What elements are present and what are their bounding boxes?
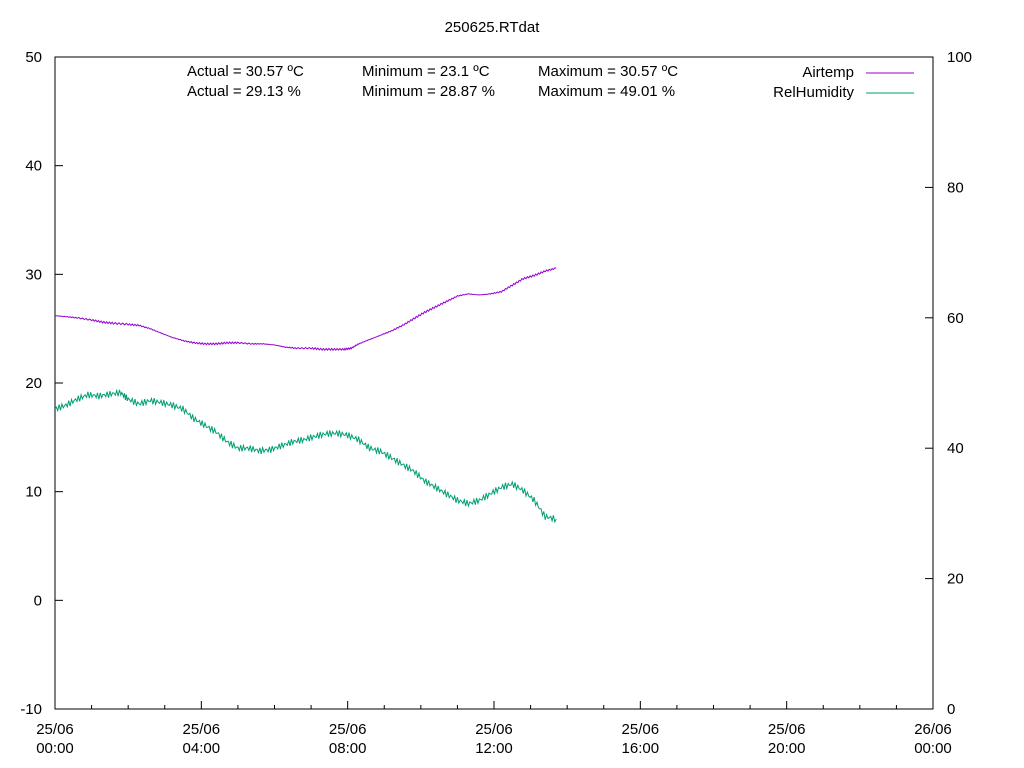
plot-border bbox=[54, 56, 934, 710]
chart-title: 250625.RTdat bbox=[445, 19, 541, 36]
axes: -10 0 10 20 30 40 50 0 20 40 60 80 100 25/06 00:00 25/0… bbox=[20, 49, 972, 757]
series-line-relhumidity bbox=[54, 388, 557, 524]
airtemp-minimum-stat: Minimum = 23.1 ºC bbox=[362, 63, 490, 80]
y2-tick-label: 0 bbox=[947, 701, 955, 718]
airtemp-maximum-stat: Maximum = 30.57 ºC bbox=[538, 63, 678, 80]
x-tick-label-date: 25/06 bbox=[768, 721, 806, 738]
y2-tick-label: 60 bbox=[947, 310, 964, 327]
y-tick-label: 0 bbox=[34, 592, 42, 609]
legend: Airtemp RelHumidity bbox=[773, 64, 914, 101]
y-tick-label: -10 bbox=[20, 701, 42, 718]
humidity-maximum-stat: Maximum = 49.01 % bbox=[538, 83, 675, 100]
x-tick-label-time: 00:00 bbox=[914, 740, 952, 757]
legend-label-relhumidity: RelHumidity bbox=[773, 84, 854, 101]
y-tick-label: 50 bbox=[25, 49, 42, 66]
y2-tick-label: 100 bbox=[947, 49, 972, 66]
y2-tick-label: 80 bbox=[947, 179, 964, 196]
y-tick-label: 30 bbox=[25, 266, 42, 283]
y2-tick-label: 40 bbox=[947, 440, 964, 457]
x-tick-label-date: 25/06 bbox=[329, 721, 367, 738]
x-tick-label-date: 26/06 bbox=[914, 721, 952, 738]
series-line-airtemp bbox=[54, 267, 557, 352]
y-tick-label: 40 bbox=[25, 158, 42, 175]
y-tick-label: 10 bbox=[25, 484, 42, 501]
x-tick-label-time: 04:00 bbox=[183, 740, 221, 757]
humidity-actual-stat: Actual = 29.13 % bbox=[187, 83, 301, 100]
y2-tick-label: 20 bbox=[947, 571, 964, 588]
x-tick-label-date: 25/06 bbox=[36, 721, 74, 738]
x-tick-label-time: 08:00 bbox=[329, 740, 367, 757]
series-layer bbox=[54, 267, 557, 524]
x-tick-label-time: 00:00 bbox=[36, 740, 74, 757]
legend-label-airtemp: Airtemp bbox=[802, 64, 854, 81]
x-tick-label-date: 25/06 bbox=[475, 721, 513, 738]
x-tick-label-time: 20:00 bbox=[768, 740, 806, 757]
x-tick-label-time: 16:00 bbox=[622, 740, 660, 757]
humidity-minimum-stat: Minimum = 28.87 % bbox=[362, 83, 495, 100]
x-tick-label-date: 25/06 bbox=[622, 721, 660, 738]
airtemp-actual-stat: Actual = 30.57 ºC bbox=[187, 63, 304, 80]
x-tick-label-date: 25/06 bbox=[183, 721, 221, 738]
y-tick-label: 20 bbox=[25, 375, 42, 392]
x-tick-label-time: 12:00 bbox=[475, 740, 513, 757]
stats-block: Actual = 30.57 ºC Minimum = 23.1 ºC Maxi… bbox=[187, 63, 678, 100]
